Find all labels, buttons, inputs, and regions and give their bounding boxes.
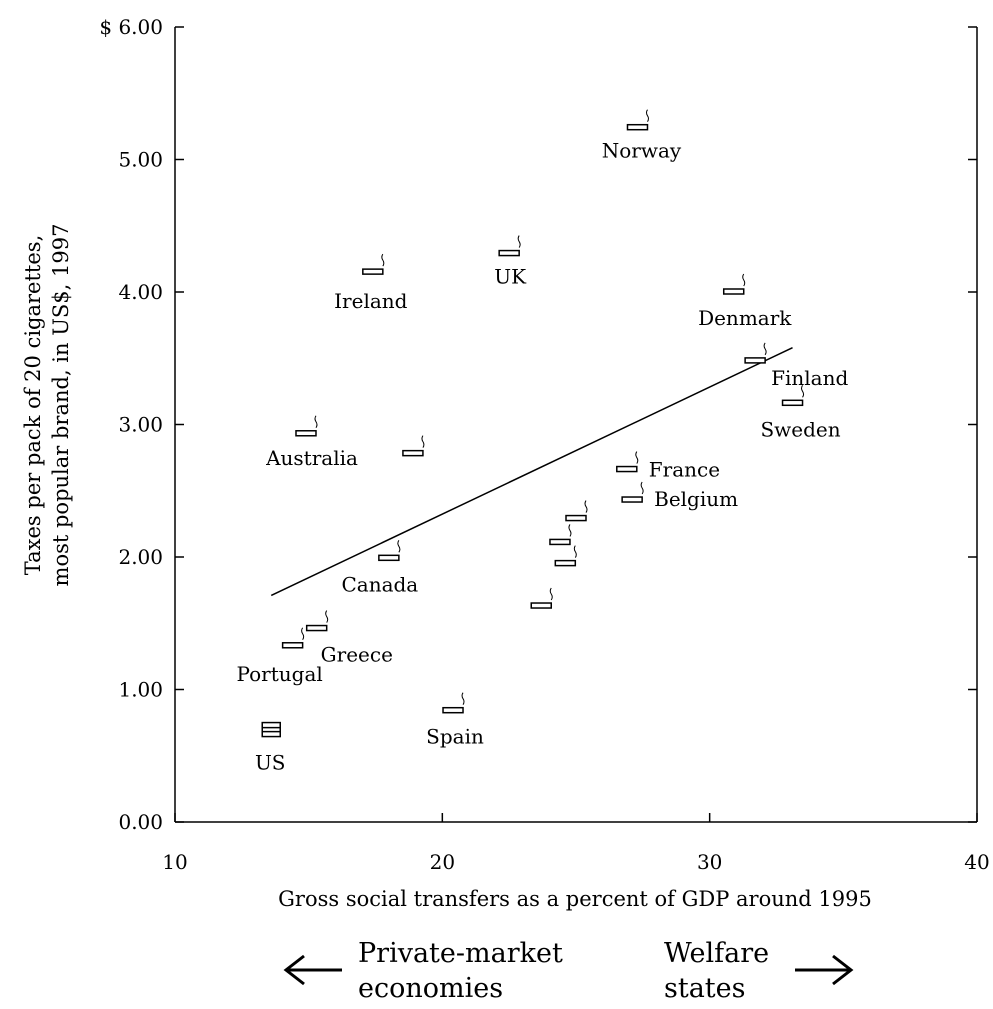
- cigarette-marker: [565, 514, 587, 522]
- point-label: Spain: [426, 725, 484, 749]
- smoke-icon: [397, 540, 401, 553]
- point-label: Finland: [771, 366, 848, 390]
- data-point: Portugal: [236, 627, 323, 686]
- cigarette-marker: [530, 602, 552, 609]
- cigarette-marker: [305, 624, 328, 632]
- smoke-icon: [517, 235, 521, 248]
- cigarette-marker: [781, 399, 804, 407]
- cigarette-marker: [616, 465, 638, 473]
- smoke-icon: [573, 545, 577, 558]
- cigarette-marker: [626, 123, 649, 131]
- point-label: Norway: [602, 139, 682, 163]
- cigarette-marker: [549, 538, 571, 546]
- smoke-icon: [640, 481, 644, 495]
- data-point: Norway: [602, 109, 682, 163]
- point-label: US: [255, 751, 286, 775]
- smoke-icon: [314, 415, 318, 429]
- smoke-icon: [325, 610, 329, 623]
- point-label: Sweden: [760, 417, 840, 441]
- smoke-icon: [801, 385, 805, 398]
- data-point: Belgium: [621, 481, 738, 511]
- smoke-icon: [301, 627, 305, 641]
- y-tick-label: 5.00: [118, 148, 163, 172]
- cigarette-marker: [378, 554, 400, 562]
- data-points: Norway UK Ireland Denmark Finland Sweden Austr…: [236, 109, 848, 775]
- data-point: [565, 500, 588, 522]
- cigarette-marker: [402, 449, 424, 457]
- cigarette-marker: [722, 288, 745, 295]
- point-label: Australia: [265, 446, 358, 470]
- smoke-icon: [645, 109, 649, 122]
- cigarette-marker: [281, 642, 304, 649]
- x-tick-label: 10: [162, 850, 187, 874]
- right-arrow-icon: [795, 954, 854, 986]
- smoke-icon: [549, 587, 553, 601]
- left-arrow-icon: [283, 954, 342, 986]
- y-tick-label: 0.00: [118, 810, 163, 834]
- data-point: Denmark: [698, 273, 792, 330]
- data-point: Ireland: [334, 253, 408, 313]
- cigarette-marker: [554, 559, 577, 567]
- data-point: Canada: [341, 540, 418, 596]
- x-tick-label: 20: [430, 850, 455, 874]
- cigarette-marker: [295, 430, 317, 437]
- point-label: Ireland: [334, 289, 407, 313]
- y-tick-label: 4.00: [118, 280, 163, 304]
- point-label: UK: [494, 265, 527, 289]
- x-tick-label: 40: [964, 850, 989, 874]
- data-point: [549, 524, 572, 546]
- cigarette-marker: [362, 268, 384, 275]
- smoke-icon: [461, 692, 465, 705]
- point-label: France: [649, 458, 720, 482]
- footer-left-line-1: Private-market: [358, 938, 563, 969]
- y-tick-label: 1.00: [118, 678, 163, 702]
- data-point: Finland: [744, 342, 848, 390]
- data-point: US: [255, 721, 286, 775]
- cigarette-marker: [744, 357, 766, 364]
- y-tick-label: $ 6.00: [99, 15, 163, 39]
- y-axis-title-line-1: Taxes per pack of 20 cigarettes,: [21, 235, 45, 575]
- chart-axes: [174, 27, 978, 823]
- smoke-icon: [584, 500, 588, 513]
- data-point: Greece: [305, 610, 393, 667]
- smoke-icon: [742, 273, 746, 287]
- point-label: Canada: [341, 572, 418, 596]
- cigarette-marker: [442, 706, 464, 714]
- footer-right-line-2: states: [664, 973, 746, 1004]
- data-point: Spain: [426, 692, 484, 749]
- point-label: Portugal: [236, 662, 322, 686]
- smoke-icon: [568, 524, 572, 537]
- data-point: Australia: [265, 415, 358, 470]
- y-tick-label: 3.00: [118, 413, 163, 437]
- footer-right-line-1: Welfare: [664, 938, 769, 969]
- data-point: France: [616, 451, 720, 482]
- cigarette-marker: [498, 249, 520, 257]
- data-point: [554, 545, 577, 567]
- smoke-icon: [763, 342, 767, 356]
- trend-line: [270, 346, 793, 597]
- data-point: Sweden: [760, 385, 841, 441]
- x-tick-label: 30: [697, 850, 722, 874]
- data-point: UK: [494, 235, 527, 289]
- footer-left-line-2: economies: [358, 973, 503, 1004]
- footer-annotation: Private-market economies Welfare states: [283, 938, 854, 1004]
- point-label: Belgium: [654, 487, 738, 511]
- point-label: Denmark: [698, 306, 792, 330]
- smoke-icon: [381, 253, 385, 267]
- smoke-icon: [421, 435, 425, 448]
- x-axis-title: Gross social transfers as a percent of G…: [278, 887, 872, 911]
- y-tick-label: 2.00: [118, 545, 163, 569]
- cigarette-marker: [621, 496, 643, 503]
- point-label: Greece: [321, 643, 393, 667]
- smoke-icon: [635, 451, 639, 464]
- axis-ticks: 0.00 1.00 2.00 3.00 4.00 5.00 $ 6.00 10 20 30 40: [99, 15, 989, 874]
- trend-line-group: [270, 346, 793, 597]
- data-point: [530, 587, 553, 609]
- cigarette-pack-marker: [261, 721, 281, 738]
- data-point: [402, 435, 425, 457]
- y-axis-title-line-2: most popular brand, in US$, 1997: [49, 224, 73, 587]
